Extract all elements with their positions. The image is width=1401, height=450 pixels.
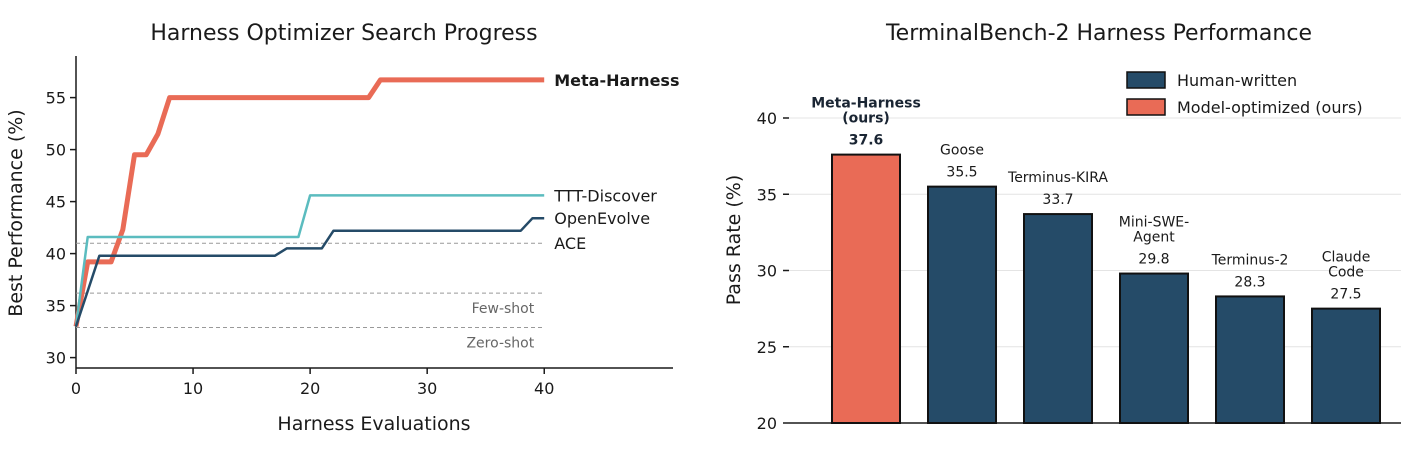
pass-rate-bar-chart: TerminalBench-2 Harness Performance Pass… bbox=[723, 21, 1401, 433]
bar-value-label: 33.7 bbox=[1042, 192, 1073, 208]
series-line-meta-harness bbox=[73, 77, 545, 327]
y-tick-label: 35 bbox=[757, 185, 777, 204]
legend-label-model: Model-optimized (ours) bbox=[1177, 98, 1363, 117]
bar-value-label: 35.5 bbox=[946, 165, 977, 181]
bar-terminus-kira bbox=[1023, 213, 1093, 424]
y-tick-label: 35 bbox=[46, 297, 66, 316]
x-tick-label: 30 bbox=[417, 379, 437, 398]
legend-swatch-human bbox=[1126, 71, 1166, 89]
y-tick-label: 55 bbox=[46, 89, 66, 108]
reference-label-few-shot: Few-shot bbox=[472, 301, 535, 317]
legend-swatch-model bbox=[1126, 98, 1166, 116]
reference-label-ace: ACE bbox=[554, 234, 586, 253]
series-line-openevolve bbox=[74, 216, 545, 327]
bar-value-label: 28.3 bbox=[1234, 274, 1265, 290]
y-tick-label: 30 bbox=[757, 262, 777, 281]
x-tick-label: 20 bbox=[300, 379, 320, 398]
bar-name-label: Terminus-2 bbox=[1211, 252, 1289, 268]
bar-name-label: Mini-SWE-Agent bbox=[1119, 215, 1189, 246]
search-progress-chart: Harness Optimizer Search Progress Harnes… bbox=[5, 21, 679, 435]
y-tick-label: 45 bbox=[46, 193, 66, 212]
x-tick-label: 40 bbox=[534, 379, 554, 398]
y-tick-label: 25 bbox=[757, 338, 777, 357]
bar-terminus-2 bbox=[1215, 295, 1285, 424]
left-x-axis-label: Harness Evaluations bbox=[277, 413, 470, 435]
legend: Human-written Model-optimized (ours) bbox=[1126, 71, 1363, 117]
left-chart-title: Harness Optimizer Search Progress bbox=[150, 21, 537, 46]
bar-goose bbox=[927, 185, 997, 424]
series-line-ttt-discover bbox=[74, 194, 545, 327]
bar-value-label: 29.8 bbox=[1138, 252, 1169, 268]
x-tick-label: 0 bbox=[71, 379, 81, 398]
y-tick-label: 20 bbox=[757, 414, 777, 433]
bar-name-label: Terminus-KIRA bbox=[1007, 170, 1108, 186]
series-label-ttt-discover: TTT-Discover bbox=[553, 186, 657, 205]
legend-label-human: Human-written bbox=[1177, 71, 1297, 90]
bar-meta-harness bbox=[831, 153, 901, 424]
bar-mini-swe- bbox=[1119, 272, 1189, 424]
bar-name-label: Claude Code bbox=[1322, 250, 1371, 281]
bar-name-label: Goose bbox=[940, 143, 984, 159]
bar-claude bbox=[1311, 307, 1381, 424]
reference-label-zero-shot: Zero-shot bbox=[466, 335, 534, 351]
right-chart-title: TerminalBench-2 Harness Performance bbox=[885, 21, 1312, 46]
bar-name-label: Meta-Harness (ours) bbox=[811, 96, 921, 127]
series-label-meta-harness: Meta-Harness bbox=[554, 71, 679, 90]
x-tick-label: 10 bbox=[183, 379, 203, 398]
bar-value-label: 37.6 bbox=[849, 133, 884, 149]
left-y-axis-label: Best Performance (%) bbox=[5, 109, 27, 316]
y-tick-label: 30 bbox=[46, 349, 66, 368]
y-tick-label: 40 bbox=[46, 245, 66, 264]
y-tick-label: 40 bbox=[757, 109, 777, 128]
bar-value-label: 27.5 bbox=[1330, 287, 1361, 303]
series-label-openevolve: OpenEvolve bbox=[554, 209, 650, 228]
y-tick-label: 50 bbox=[46, 141, 66, 160]
right-y-axis-label: Pass Rate (%) bbox=[723, 175, 745, 306]
